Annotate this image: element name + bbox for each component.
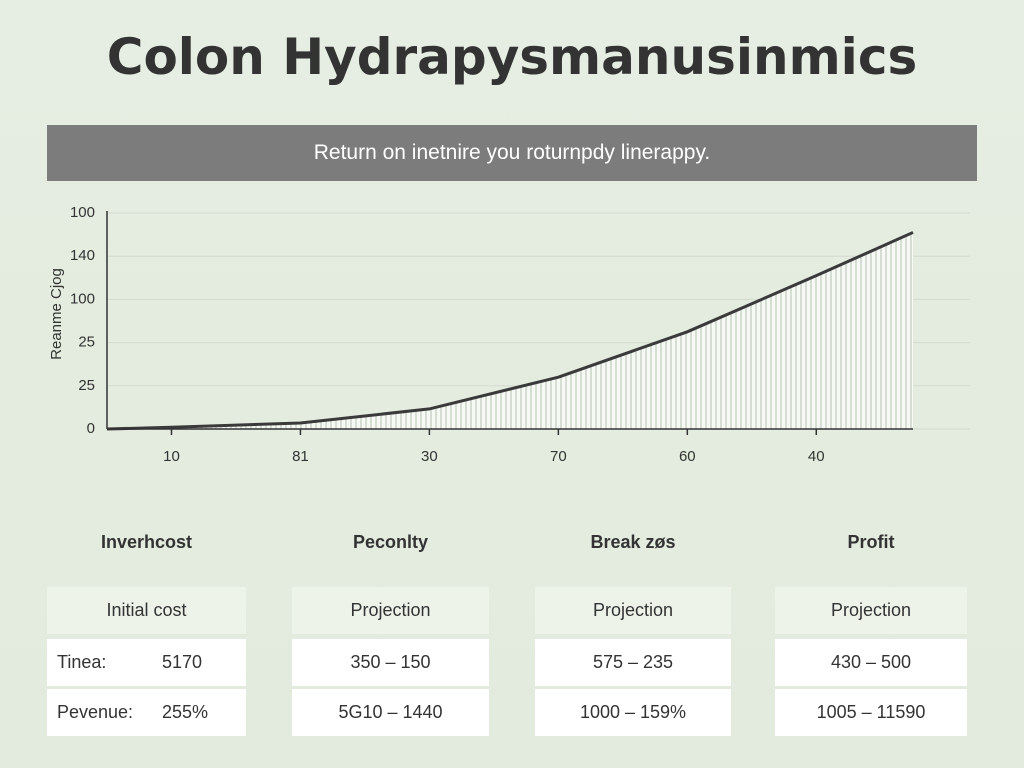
x-tick-label: 30: [421, 448, 438, 465]
y-tick-label: 25: [78, 334, 95, 351]
card-row: Projection: [535, 587, 731, 634]
cell-text: 5G10 – 1440: [338, 702, 443, 722]
card-row: 1000 – 159%: [535, 689, 731, 736]
cell-text: 350 – 150: [350, 652, 431, 672]
cell-text: Tinea:: [57, 652, 107, 672]
card-row: Projection: [292, 587, 489, 634]
y-tick-label: 100: [70, 204, 95, 221]
cell-text: Initial cost: [106, 600, 187, 620]
page-title: Colon Hydrapysmanusinmics: [106, 28, 918, 86]
card-row: 575 – 235: [535, 639, 731, 686]
banner: Return on inetnire you roturnpdy linerap…: [47, 125, 977, 181]
card-row: 5G10 – 1440: [292, 689, 489, 736]
cell-text: 255%: [162, 702, 209, 722]
card-heading: Profit: [847, 532, 895, 552]
y-tick-label: 140: [70, 247, 95, 264]
area: [107, 232, 913, 429]
card: Peconlty Projection 350 – 150 5G10 – 1440: [292, 528, 489, 736]
cell-text: 430 – 500: [830, 652, 912, 672]
x-tick-label: 70: [550, 448, 567, 465]
cell-text: Pevenue:: [57, 702, 134, 722]
card-row: 350 – 150: [292, 639, 489, 686]
card-row: Pevenue: 255%: [47, 689, 246, 736]
line: [106, 231, 914, 431]
cell-text: Projection: [350, 600, 431, 620]
card-row: Projection: [775, 587, 967, 634]
card-heading: Break zøs: [590, 532, 676, 552]
y-tick-label: 25: [78, 377, 95, 394]
card-heading: Peconlty: [352, 532, 429, 552]
cell-text: 1005 – 11590: [816, 702, 926, 722]
cell-text: Projection: [592, 600, 674, 620]
card-row: 430 – 500: [775, 639, 967, 686]
cell-text: 1000 – 159%: [579, 702, 687, 722]
card-row: 1005 – 11590: [775, 689, 967, 736]
x-tick-label: 81: [292, 448, 309, 465]
card-row: Initial cost: [47, 587, 246, 634]
cell-text: 5170: [162, 652, 203, 672]
y-tick-label: 100: [70, 290, 95, 307]
cell-text: 575 – 235: [592, 652, 674, 672]
card-heading: Inverhcost: [100, 532, 193, 552]
card: Profit Projection 430 – 500 1005 – 11590: [775, 528, 967, 736]
y-tick-label: 0: [87, 420, 95, 437]
y-axis-label: Reanme Cjog: [48, 268, 65, 360]
cell-text: Projection: [830, 600, 912, 620]
card: Inverhcost Initial cost Tinea: 5170 Pevenue:…: [47, 528, 246, 736]
x-tick-label: 10: [163, 448, 180, 465]
x-tick-label: 40: [808, 448, 825, 465]
x-tick-label: 60: [679, 448, 696, 465]
chart: Reanme Cjog 0 25 25 100 140 100 10 81 30 70 60 40: [48, 204, 970, 465]
card-row: Tinea: 5170: [47, 639, 246, 686]
card: Break zøs Projection 575 – 235 1000 – 159%: [535, 528, 731, 736]
